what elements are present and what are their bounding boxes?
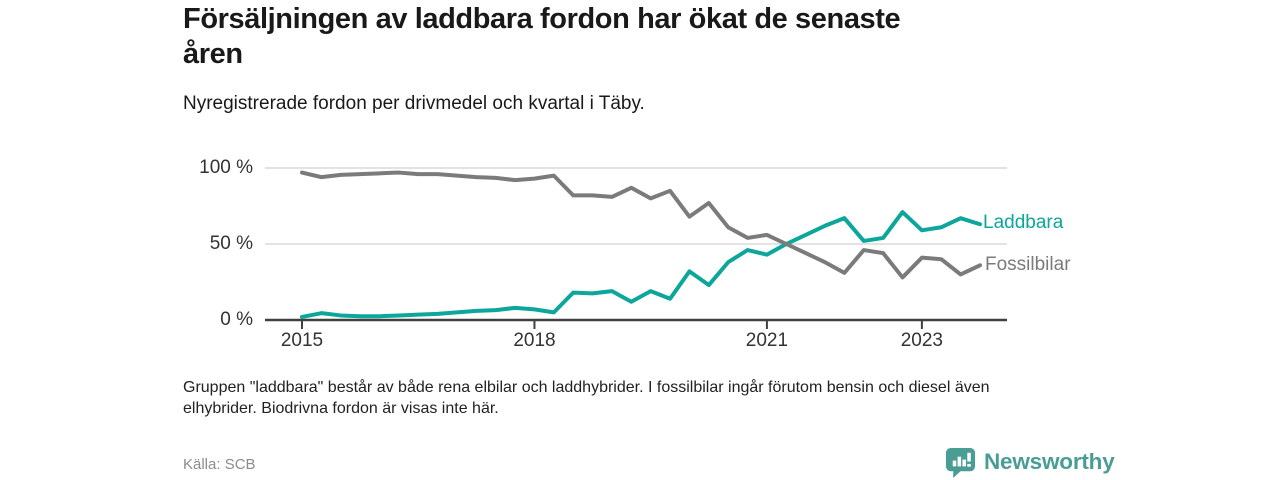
chart-subtitle: Nyregistrerade fordon per drivmedel och … [183, 93, 645, 114]
newsworthy-bubble-barchart-icon [945, 447, 976, 478]
chart-title: Försäljningen av laddbara fordon har öka… [183, 3, 901, 71]
newsworthy-logo: Newsworthy [944, 445, 1115, 479]
series-label-fossilbilar: Fossilbilar [985, 254, 1071, 275]
newsworthy-wordmark: Newsworthy [984, 449, 1115, 474]
x-axis [265, 318, 1007, 329]
series-label-laddbara: Laddbara [983, 212, 1064, 233]
y-tick-0: 0 % [220, 309, 253, 330]
source-label: Källa: SCB [183, 456, 256, 473]
x-tick-2015: 2015 [280, 330, 324, 351]
x-tick-2021: 2021 [745, 330, 789, 351]
x-tick-2023: 2023 [900, 330, 944, 351]
series-lines [300, 170, 982, 319]
chart-footnote: Gruppen "laddbara" består av både rena e… [183, 379, 990, 418]
gridlines [265, 167, 1007, 245]
x-tick-2018: 2018 [513, 330, 556, 351]
y-tick-50: 50 % [209, 233, 253, 254]
y-tick-100: 100 % [199, 157, 253, 178]
